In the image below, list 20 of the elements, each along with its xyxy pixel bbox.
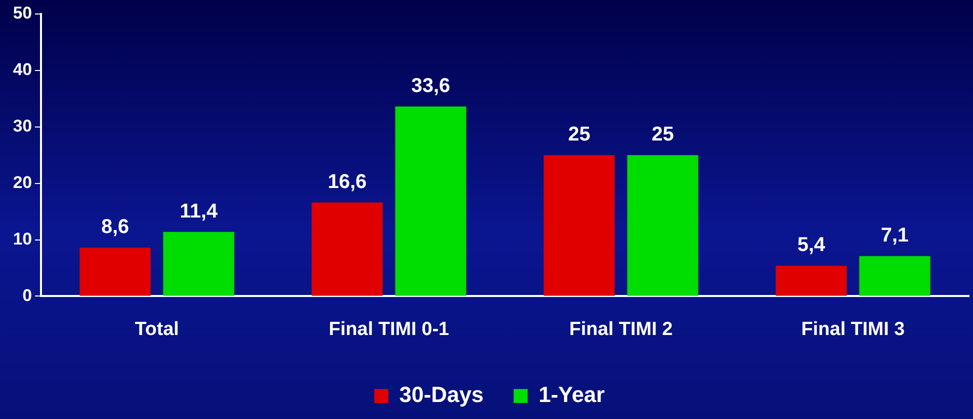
data-label: 25 xyxy=(652,124,674,146)
data-label: 7,1 xyxy=(880,224,909,247)
data-label: 11,4 xyxy=(180,200,218,222)
y-tick-label: 30 xyxy=(12,116,32,136)
data-label: 25 xyxy=(568,124,590,146)
legend-label: 30-Days xyxy=(399,382,484,408)
y-tick-label: 40 xyxy=(12,60,32,80)
y-tick-label: 0 xyxy=(22,286,32,305)
legend-label: 1-Year xyxy=(538,382,606,408)
x-tick-label: Final TIMI 3 xyxy=(801,318,905,340)
data-label: 16,6 xyxy=(328,171,367,194)
y-tick-label: 20 xyxy=(12,173,32,192)
data-label: 8,6 xyxy=(101,216,130,238)
x-tick-label: Final TIMI 2 xyxy=(569,318,673,340)
x-tick-label: Total xyxy=(134,318,179,340)
y-tick-label: 10 xyxy=(12,229,32,248)
x-tick-label: Final TIMI 0-1 xyxy=(328,318,450,340)
y-tick-label: 50 xyxy=(12,4,32,23)
data-label: 5,4 xyxy=(797,234,826,256)
data-label: 33,6 xyxy=(411,75,450,98)
